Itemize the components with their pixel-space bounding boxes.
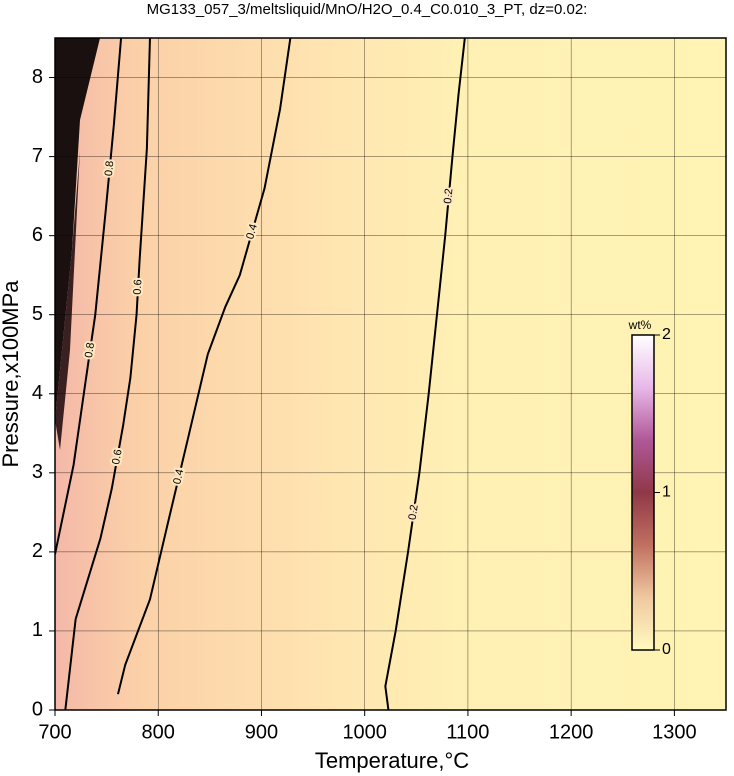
x-axis-label: Temperature,°C <box>315 748 469 773</box>
y-tick-label: 5 <box>32 303 43 325</box>
chart-title: MG133_057_3/meltsliquid/MnO/H2O_0.4_C0.0… <box>147 1 588 18</box>
x-tick-label: 700 <box>38 721 71 743</box>
contour-line <box>55 38 123 555</box>
y-axis-label: Pressure,x100MPa <box>0 280 23 468</box>
contour-line <box>384 38 466 710</box>
colorbar-tick-label: 2 <box>662 326 671 343</box>
plot-background <box>55 38 726 710</box>
contour-label: 0.2 <box>442 188 455 204</box>
colorbar: wt% 0 1 2 <box>628 318 671 658</box>
colorbar-scale <box>631 334 655 651</box>
contour-line <box>117 38 292 695</box>
contour-label: 0.6 <box>132 279 145 295</box>
y-tick-label: 1 <box>32 619 43 641</box>
colorbar-tick-label: 1 <box>662 484 671 501</box>
x-tick-label: 1000 <box>342 721 387 743</box>
y-tick-label: 2 <box>32 540 43 562</box>
contour-label: 0.2 <box>407 504 421 521</box>
colorbar-label: wt% <box>628 318 652 332</box>
y-tick-label: 3 <box>32 461 43 483</box>
contour-label: 0.6 <box>110 448 125 465</box>
dense-contours <box>55 38 100 450</box>
x-tick-label: 1100 <box>446 721 489 743</box>
y-tick-label: 8 <box>32 66 43 88</box>
y-tick-label: 0 <box>32 698 43 720</box>
contour-label: 0.4 <box>171 468 186 486</box>
plot-frame <box>54 37 727 711</box>
colorbar-tick-label: 0 <box>662 641 671 658</box>
x-tick-label: 1200 <box>549 721 594 743</box>
x-tick-label: 800 <box>142 721 175 743</box>
ticks: 700 800 900 1000 1100 1200 1300 0 1 2 3 4 5 6 7 8 <box>32 66 697 743</box>
contour-line <box>64 38 151 710</box>
y-tick-label: 4 <box>32 382 43 404</box>
y-tick-label: 7 <box>32 145 43 167</box>
contour-label: 0.8 <box>103 160 116 176</box>
contour-label: 0.8 <box>83 342 97 359</box>
y-tick-label: 6 <box>32 224 43 246</box>
x-tick-label: 900 <box>245 721 278 743</box>
contours: 0.20.20.40.40.60.60.80.8 <box>55 38 466 710</box>
grid <box>54 38 726 711</box>
x-tick-label: 1300 <box>652 721 697 743</box>
